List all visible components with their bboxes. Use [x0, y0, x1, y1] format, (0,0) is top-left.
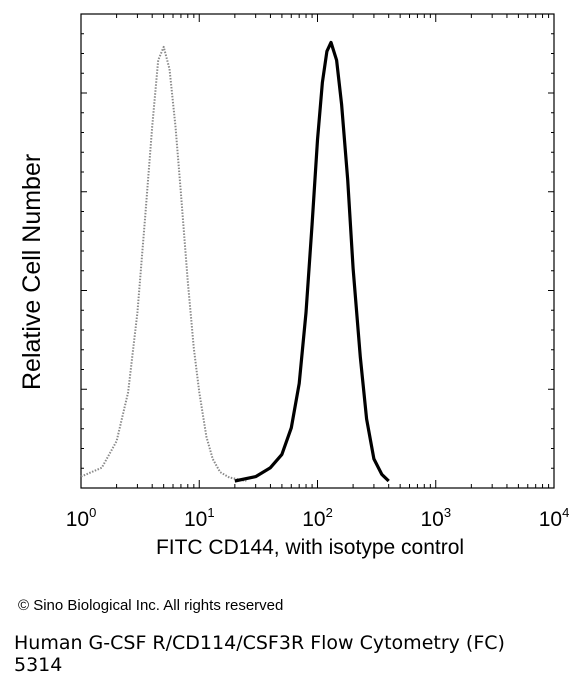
caption-catalog-number: 5314	[14, 654, 63, 676]
x-axis-label: FITC CD144, with isotype control	[155, 536, 465, 559]
caption-title: Human G-CSF R/CD114/CSF3R Flow Cytometry…	[14, 632, 505, 654]
figure-caption: Human G-CSF R/CD114/CSF3R Flow Cytometry…	[14, 632, 505, 676]
flow-cytometry-histogram: 100 101 102 103 104	[66, 13, 570, 531]
x-tick-label: 100	[66, 505, 97, 531]
x-tick-label: 104	[539, 505, 570, 531]
x-tick-label: 101	[184, 505, 215, 531]
y-axis-label: Relative Cell Number	[18, 153, 46, 390]
cd144-stained-curve	[234, 40, 390, 483]
x-tick-label: 103	[420, 505, 451, 531]
isotype-control-curve	[80, 45, 247, 482]
x-tick-label: 102	[302, 505, 333, 531]
copyright-notice: © Sino Biological Inc. All rights reserv…	[18, 597, 284, 614]
plot-frame	[80, 13, 555, 489]
